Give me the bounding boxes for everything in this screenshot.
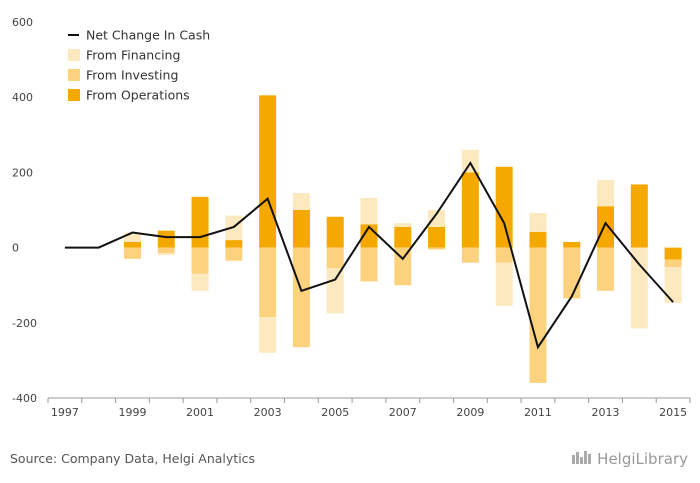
bar-from-operations-2003 [259,95,277,248]
source-note: Source: Company Data, Helgi Analytics [10,451,256,466]
y-tick-label: 0 [12,242,19,255]
bar-from-operations-2001 [191,196,209,248]
bar-from-investing-2001 [191,247,209,274]
bar-from-financing-2013 [597,179,615,207]
bar-from-investing-2000 [157,247,175,254]
bar-from-financing-2015 [664,267,682,303]
bar-from-operations-1999 [123,241,141,248]
x-tick-label: 2007 [389,406,417,419]
x-tick-label: 2011 [524,406,552,419]
bar-from-financing-2003 [259,317,277,353]
logo-text: HelgiLibrary [597,450,688,468]
y-tick-label: 200 [12,166,33,179]
bar-from-investing-2005 [326,247,344,269]
x-tick-label: 2005 [321,406,349,419]
bar-from-operations-2010 [495,166,513,248]
bar-from-financing-2008 [428,210,446,227]
legend: Net Change In Cash From Financing From Inv… [68,28,210,103]
legend-label: From Investing [86,68,178,83]
bar-from-operations-2014 [630,184,648,248]
bar-from-investing-2009 [461,247,479,263]
x-tick-label: 2013 [592,406,620,419]
bar-from-investing-2011 [529,247,547,383]
legend-label: From Operations [86,88,190,103]
y-axis: 600 400 200 0 -200 -400 [12,16,37,405]
bar-from-operations-2000 [157,230,175,248]
chart: 600 400 200 0 -200 -400 1997 1999 2001 2003 2005 2… [12,16,691,419]
bar-from-investing-2010 [495,247,513,263]
bar-from-investing-1999 [123,247,141,259]
net-change-line-path [64,161,674,350]
bar-from-operations-2011 [529,231,547,248]
y-tick-label: -200 [12,317,37,330]
bar-from-operations-2005 [326,216,344,248]
bar-from-operations-2002 [225,240,243,248]
legend-label: Net Change In Cash [86,28,210,43]
bar-from-financing-2005 [326,268,344,314]
legend-swatch-box [68,89,80,101]
bar-from-operations-2009 [461,172,479,248]
bar-from-financing-2004 [292,193,310,210]
bar-from-operations-2015 [664,247,682,260]
bar-from-financing-2010 [495,262,513,306]
bar-from-financing-2000 [157,253,175,256]
x-axis: 1997 1999 2001 2003 2005 2007 2009 2011 2013 2015 [47,397,691,419]
legend-label: From Financing [86,48,180,63]
legend-swatch-box [68,49,80,61]
x-tick-label: 2001 [186,406,214,419]
helgi-library-logo: HelgiLibrary [571,449,688,469]
bar-from-investing-2013 [597,247,615,291]
bar-from-financing-2014 [630,247,648,329]
bar-from-financing-2007 [394,223,412,227]
bar-from-operations-2013 [597,206,615,248]
bar-from-operations-2008 [428,226,446,248]
logo-icon [571,449,593,469]
bar-from-investing-2008 [428,247,446,250]
bar-from-investing-2015 [664,259,682,268]
bar-from-investing-2012 [563,247,581,299]
legend-swatch-box [68,69,80,81]
bar-from-financing-1999 [123,232,141,242]
bar-from-investing-2007 [394,247,412,286]
net-change-line [64,161,674,350]
y-tick-label: 400 [12,91,33,104]
x-tick-label: 2009 [456,406,484,419]
bar-from-operations-2007 [394,226,412,248]
x-tick-label: 1999 [118,406,146,419]
x-tick-label: 2003 [254,406,282,419]
bar-from-operations-2012 [563,241,581,248]
x-tick-label: 2015 [659,406,687,419]
bar-from-investing-2002 [225,247,243,261]
bar-from-financing-2009 [461,149,479,173]
bar-from-investing-2004 [292,247,310,348]
x-tick-label: 1997 [51,406,79,419]
bar-from-investing-2003 [259,247,277,318]
bar-from-financing-2001 [191,273,209,291]
bar-from-operations-2004 [292,210,310,248]
bar-from-financing-2006 [360,197,378,225]
bar-from-financing-2011 [529,213,547,232]
y-tick-label: -400 [12,392,37,405]
bar-from-investing-2006 [360,247,378,282]
y-tick-label: 600 [12,16,33,29]
